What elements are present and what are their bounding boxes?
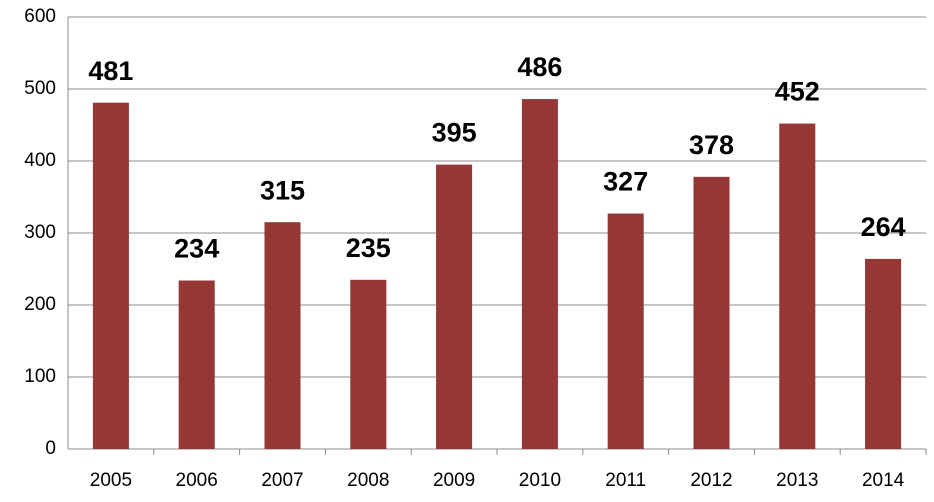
bar xyxy=(865,258,902,449)
y-tick-label: 300 xyxy=(24,222,56,243)
value-label: 486 xyxy=(517,52,562,82)
value-label: 235 xyxy=(346,233,391,263)
x-tick-label: 2013 xyxy=(776,470,818,491)
value-label: 327 xyxy=(603,167,648,197)
bar xyxy=(92,102,129,450)
x-tick-label: 2007 xyxy=(261,470,303,491)
x-tick-label: 2012 xyxy=(690,470,732,491)
y-tick-label: 200 xyxy=(24,294,56,315)
value-label: 452 xyxy=(775,77,820,107)
bar xyxy=(350,279,387,449)
x-tick-label: 2014 xyxy=(862,470,905,491)
value-label: 378 xyxy=(689,130,734,160)
value-label: 264 xyxy=(861,212,906,242)
y-tick-label: 100 xyxy=(24,366,56,387)
x-tick-label: 2006 xyxy=(176,470,218,491)
value-label: 395 xyxy=(432,118,477,148)
x-tick-label: 2009 xyxy=(433,470,475,491)
y-tick-label: 400 xyxy=(24,150,56,171)
x-tick-label: 2005 xyxy=(90,470,132,491)
value-label: 481 xyxy=(88,56,133,86)
bar xyxy=(436,164,473,449)
x-tick-label: 2011 xyxy=(605,470,646,491)
bar xyxy=(264,222,301,449)
y-tick-label: 600 xyxy=(24,6,56,27)
y-tick-label: 0 xyxy=(45,438,56,459)
bar xyxy=(607,213,644,449)
bar xyxy=(779,123,816,449)
value-label: 234 xyxy=(174,234,219,264)
bar xyxy=(178,280,215,449)
y-tick-label: 500 xyxy=(24,78,56,99)
x-tick-label: 2008 xyxy=(347,470,389,491)
value-label: 315 xyxy=(260,175,305,205)
bar xyxy=(693,176,730,449)
bar xyxy=(521,99,558,449)
x-tick-label: 2010 xyxy=(519,470,561,491)
